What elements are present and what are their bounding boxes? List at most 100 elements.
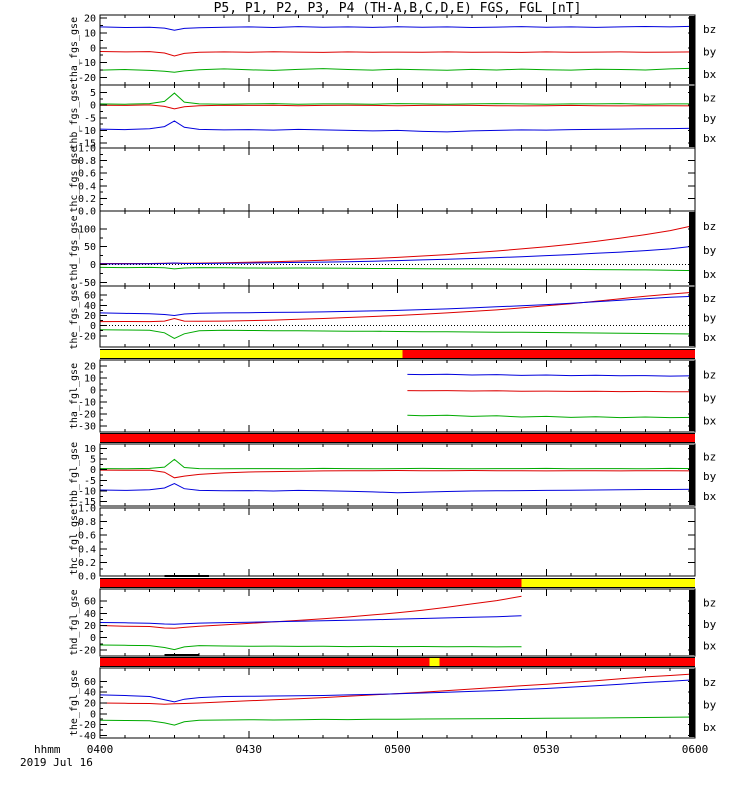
component-label-bx: bx xyxy=(703,331,717,344)
flag-bar-tha-fgl-segment-red xyxy=(402,350,695,358)
y-tick-label: 0.4 xyxy=(78,544,96,555)
component-label-bx: bx xyxy=(703,268,717,281)
y-tick-label: -15 xyxy=(78,497,96,508)
flag-bar-thb-fgl-segment-red xyxy=(100,434,695,442)
component-label-by: by xyxy=(703,470,717,483)
x-axis-labels: 0400 0430 0500 0530 0600 xyxy=(87,743,709,756)
tha_fgl_gse-by-trace xyxy=(407,414,695,419)
component-label-bx: bx xyxy=(703,721,717,734)
y-tick-label: -10 xyxy=(78,126,96,137)
panel-ylabel: tha_fgl_gse xyxy=(69,363,80,429)
flag-bar-thd-fgl-black-mark xyxy=(164,575,210,577)
y-tick-label: 0 xyxy=(90,386,96,397)
tha_fgl_gse-bz-trace xyxy=(407,390,695,393)
the_fgs_gse-bx-trace xyxy=(100,295,695,317)
y-tick-label: 0 xyxy=(90,321,96,332)
flag-bar-tha-fgl-segment-yellow xyxy=(100,350,403,358)
thb_fgs_gse-bx-trace xyxy=(100,120,695,133)
y-tick-label: -20 xyxy=(78,645,96,656)
y-tick-label: -50 xyxy=(78,278,96,289)
x-tick-label: 0430 xyxy=(236,743,263,756)
flag-bar-the-fgl-segment-yellow xyxy=(429,658,440,666)
the_fgl_gse-by-trace xyxy=(100,716,695,726)
y-tick-label: 0 xyxy=(90,633,96,644)
right-axis-tick-band xyxy=(689,212,695,285)
flag-bar-thb-fgl xyxy=(100,433,695,443)
y-tick-label: 0 xyxy=(90,709,96,720)
y-tick-label: 0.2 xyxy=(78,558,96,569)
the_fgs_gse-by-trace xyxy=(100,329,695,339)
flag-bar-thd-fgl-segment-red xyxy=(100,579,522,587)
component-label-bz: bz xyxy=(703,220,716,233)
component-label-bx: bx xyxy=(703,68,717,81)
right-axis-tick-band xyxy=(689,361,695,431)
y-tick-label: 20 xyxy=(84,362,96,373)
y-tick-label: 20 xyxy=(84,699,96,710)
thb_fgl_gse-bx-trace xyxy=(100,483,695,494)
y-tick-label: 0.0 xyxy=(78,207,96,218)
x-tick-label: 0400 xyxy=(87,743,114,756)
y-tick-label: 0 xyxy=(90,43,96,54)
y-tick-label: 20 xyxy=(84,621,96,632)
date-label: 2019 Jul 16 xyxy=(20,756,93,769)
y-tick-label: 20 xyxy=(84,13,96,24)
y-tick-label: 5 xyxy=(90,88,96,99)
component-label-by: by xyxy=(703,244,717,257)
y-tick-label: 40 xyxy=(84,609,96,620)
y-tick-label: 0.2 xyxy=(78,194,96,205)
y-tick-label: 0.8 xyxy=(78,517,96,528)
y-tick-label: 100 xyxy=(78,224,96,235)
y-tick-label: 20 xyxy=(84,311,96,322)
component-label-bx: bx xyxy=(703,490,717,503)
y-tick-label: 0 xyxy=(90,101,96,112)
panel-ylabel: thb_fgs_gse xyxy=(69,83,80,149)
y-tick-label: 0.6 xyxy=(78,169,96,180)
y-tick-label: 50 xyxy=(84,242,96,253)
component-label-bz: bz xyxy=(703,596,716,609)
thd_fgl_gse-by-trace xyxy=(100,644,522,651)
panel-ylabel: thd_fgl_gse xyxy=(69,589,80,655)
component-label-bz: bz xyxy=(703,450,716,463)
panel-ylabel: thc_fgl_gse xyxy=(69,509,80,575)
component-label-bz: bz xyxy=(703,23,716,36)
flag-bar-thd-fgl-segment-yellow xyxy=(521,579,695,587)
x-tick-label: 0600 xyxy=(682,743,709,756)
right-axis-tick-band xyxy=(689,86,695,147)
component-label-by: by xyxy=(703,618,717,631)
y-tick-label: 0.6 xyxy=(78,531,96,542)
the_fgl_gse-bx-trace xyxy=(100,679,695,703)
right-axis-tick-band xyxy=(689,287,695,346)
flag-bar-thd-fgl xyxy=(100,575,695,588)
y-tick-label: 5 xyxy=(90,454,96,465)
component-label-bz: bz xyxy=(703,292,716,305)
y-tick-label: 1.0 xyxy=(78,504,96,515)
component-label-bz: bz xyxy=(703,92,716,105)
y-tick-label: -15 xyxy=(78,138,96,149)
time-format-label: hhmm xyxy=(34,743,61,756)
y-tick-label: 60 xyxy=(84,597,96,608)
y-tick-label: -40 xyxy=(78,731,96,742)
y-tick-label: 0 xyxy=(90,465,96,476)
component-label-by: by xyxy=(703,112,717,125)
y-tick-label: -20 xyxy=(78,410,96,421)
thb_fgl_gse-bz-trace xyxy=(100,469,695,479)
tha_fgs_gse-bx-trace xyxy=(100,25,695,31)
flag-bar-tha-fgl xyxy=(100,349,695,359)
x-tick-label: 0500 xyxy=(384,743,411,756)
y-tick-label: -20 xyxy=(78,73,96,84)
y-tick-label: 0.8 xyxy=(78,156,96,167)
y-tick-label: -10 xyxy=(78,398,96,409)
y-tick-label: 40 xyxy=(84,301,96,312)
thb_fgs_gse-by-trace xyxy=(100,92,695,105)
y-tick-label: -30 xyxy=(78,422,96,433)
y-tick-label: 0.0 xyxy=(78,572,96,583)
